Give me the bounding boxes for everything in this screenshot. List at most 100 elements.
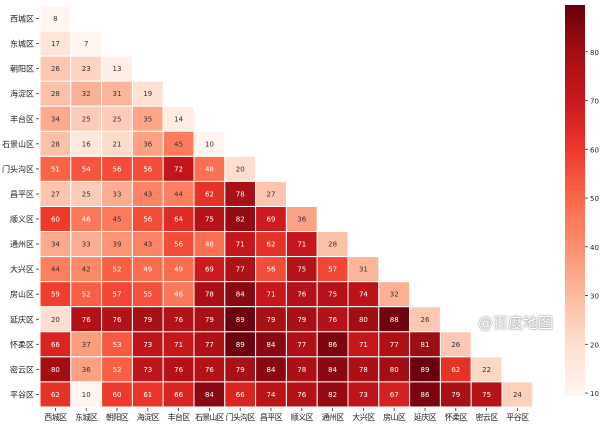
- cell-label: 74: [359, 291, 368, 299]
- colorbar-segment: [565, 44, 585, 50]
- cell-label: 62: [451, 366, 460, 374]
- colorbar-segment: [565, 5, 585, 11]
- heatmap-cell: [193, 231, 226, 258]
- heatmap-cell: [101, 281, 133, 308]
- cell-label: 46: [82, 216, 91, 224]
- heatmap-cell: [70, 80, 103, 107]
- colorbar-segment: [565, 224, 585, 230]
- heatmap-cell: [224, 281, 257, 308]
- cell-label: 80: [390, 366, 399, 374]
- cell-label: 62: [267, 241, 276, 249]
- heatmap-cell: [131, 256, 164, 283]
- colorbar-segment: [565, 131, 585, 138]
- cell-label: 28: [51, 140, 60, 148]
- heatmap-cell: [70, 155, 103, 182]
- heatmap-cell: [347, 281, 380, 308]
- watermark: @百度地图: [478, 314, 554, 332]
- heatmap-cell: [255, 180, 287, 207]
- cell-label: 37: [82, 341, 91, 349]
- cell-label: 57: [328, 266, 337, 274]
- x-tick-label: 房山区: [383, 412, 406, 422]
- cell-label: 76: [297, 291, 306, 299]
- colorbar-tick-label: 10: [590, 390, 599, 398]
- cell-label: 17: [51, 40, 60, 48]
- y-tick-label: 东城区: [10, 39, 34, 49]
- heatmap-cell: [347, 256, 380, 283]
- colorbar-segment: [565, 385, 585, 391]
- cell-label: 26: [451, 341, 460, 349]
- heatmap-cell: [193, 281, 226, 308]
- colorbar-segment: [565, 302, 585, 308]
- cell-label: 73: [359, 391, 368, 399]
- x-tick-label: 西城区: [44, 413, 67, 422]
- cell-label: 56: [143, 216, 152, 224]
- cell-label: 33: [113, 190, 122, 198]
- cell-label: 59: [51, 291, 60, 299]
- cell-label: 24: [513, 391, 522, 399]
- heatmap-cell: [101, 231, 133, 258]
- cell-label: 72: [174, 165, 183, 173]
- colorbar-segment: [565, 312, 585, 318]
- cell-label: 77: [390, 341, 399, 349]
- cell-label: 76: [174, 366, 183, 374]
- colorbar-segment: [565, 273, 585, 279]
- cell-label: 62: [205, 190, 214, 198]
- colorbar-segment: [565, 112, 585, 118]
- cell-label: 82: [236, 216, 245, 224]
- cell-label: 78: [205, 291, 214, 299]
- cell-label: 43: [143, 190, 152, 198]
- cell-label: 56: [143, 165, 152, 173]
- colorbar-tick-label: 30: [590, 293, 599, 301]
- x-tick-label: 延庆区: [414, 412, 437, 422]
- colorbar-segment: [565, 375, 585, 381]
- cell-label: 76: [82, 316, 91, 324]
- cell-label: 89: [421, 366, 430, 374]
- colorbar-segment: [565, 209, 585, 216]
- cell-label: 25: [82, 190, 91, 198]
- cell-label: 77: [236, 266, 245, 274]
- cell-label: 75: [328, 291, 337, 299]
- x-tick-label: 丰台区: [167, 412, 190, 422]
- heatmap-cell: [193, 205, 226, 233]
- heatmap-cell: [285, 205, 318, 233]
- cell-label: 71: [174, 341, 183, 349]
- heatmap-cell: [193, 130, 226, 157]
- cell-label: 66: [174, 391, 183, 399]
- heatmap-cell: [378, 381, 411, 408]
- colorbar-segment: [565, 83, 585, 89]
- heatmap-cell: [378, 331, 411, 358]
- colorbar-segment: [565, 287, 585, 294]
- cell-label: 23: [82, 65, 91, 73]
- cell-label: 78: [297, 366, 306, 374]
- cell-label: 36: [82, 366, 91, 374]
- colorbar-segment: [565, 278, 585, 284]
- heatmap-cell: [131, 130, 164, 157]
- heatmap-cell: [193, 155, 226, 182]
- colorbar-segment: [565, 117, 585, 123]
- colorbar-segment: [565, 141, 585, 147]
- y-tick-label: 延庆区: [10, 314, 34, 324]
- colorbar-segment: [565, 248, 585, 255]
- cell-label: 43: [143, 241, 152, 249]
- x-tick-label: 顺义区: [291, 413, 314, 422]
- colorbar-segment: [565, 258, 585, 264]
- heatmap-cell: [378, 281, 411, 308]
- heatmap-cell: [101, 356, 133, 383]
- cell-label: 84: [267, 341, 276, 349]
- heatmap-cell: [193, 381, 226, 408]
- cell-label: 84: [205, 391, 214, 399]
- heatmap-cell: [70, 105, 103, 132]
- cell-label: 48: [205, 165, 214, 173]
- colorbar-segment: [565, 365, 585, 372]
- heatmap-cell: [316, 356, 349, 383]
- cell-label: 35: [143, 115, 152, 123]
- heatmap-cell: [316, 381, 349, 408]
- colorbar-segment: [565, 92, 585, 99]
- colorbar-segment: [565, 58, 585, 65]
- heatmap-cell: [131, 331, 164, 358]
- cell-label: 77: [297, 341, 306, 349]
- cell-label: 67: [390, 391, 399, 399]
- x-tick-label: 平谷区: [506, 413, 529, 422]
- colorbar-segment: [565, 268, 585, 274]
